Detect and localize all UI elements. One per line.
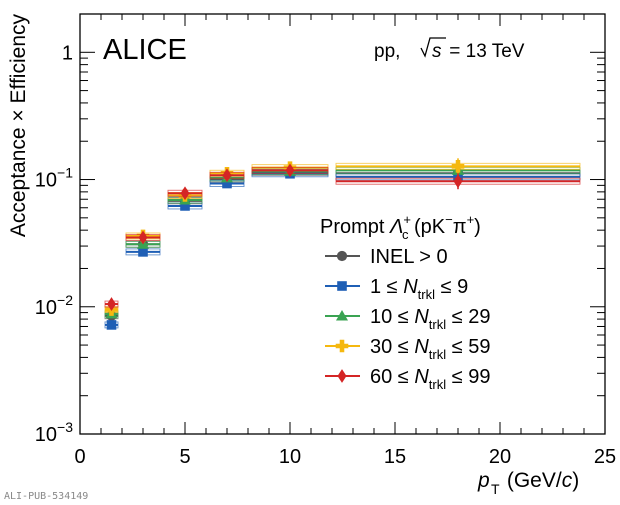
svg-text:pp,: pp,	[374, 41, 406, 62]
legend-entry-4: 60 ≤ Ntrkl ≤ 99	[325, 366, 490, 392]
x-tick-label: 20	[489, 446, 511, 468]
x-axis-unit-close: )	[572, 469, 579, 492]
energy-label: pp, s = 13 TeV	[374, 37, 525, 62]
watermark: ALI-PUB-534149	[4, 491, 88, 502]
legend-marker	[337, 369, 347, 383]
y-axis-title: Acceptance × Efficiency	[7, 14, 30, 238]
data-point	[285, 163, 295, 178]
energy-suffix: = 13 TeV	[444, 41, 525, 62]
legend-title: Prompt Λ+ c (pK−π+)	[320, 212, 481, 242]
data-point	[453, 174, 463, 189]
y-tick-label: 10−3	[35, 419, 73, 446]
y-tick-label: 10−2	[35, 292, 73, 319]
y-tick-label: 1	[62, 42, 73, 64]
legend-marker	[337, 281, 347, 291]
x-tick-label: 10	[279, 446, 301, 468]
legend-label: 60 ≤ Ntrkl ≤ 99	[370, 366, 490, 392]
x-tick-label: 25	[594, 446, 616, 468]
x-axis-sub: T	[491, 481, 500, 497]
legend-marker	[335, 339, 349, 353]
experiment-label: ALICE	[103, 34, 187, 66]
x-axis-var: p	[477, 469, 490, 492]
data-point	[222, 178, 232, 189]
y-axis: 10−3 10−2 10−1 1	[35, 13, 605, 446]
data-point	[222, 168, 232, 183]
x-axis-title: p T (GeV/c)	[477, 469, 579, 497]
legend-entry-0: INEL > 0	[325, 246, 448, 268]
data-point	[451, 160, 465, 173]
plot-marks	[104, 158, 581, 330]
legend-entry-1: 1 ≤ Ntrkl ≤ 9	[325, 276, 468, 302]
x-axis-unit-open: (GeV/	[501, 469, 562, 492]
energy-prefix: pp,	[374, 41, 406, 62]
x-axis-unit-c: c	[562, 469, 573, 492]
data-point	[106, 320, 117, 330]
legend-marker	[336, 250, 348, 262]
series-4	[104, 163, 581, 311]
legend-marker	[336, 310, 348, 321]
sqrt-symbol	[420, 37, 446, 58]
energy-symbol: s	[432, 41, 442, 62]
data-point	[180, 186, 190, 201]
legend-label: 1 ≤ Ntrkl ≤ 9	[370, 276, 468, 302]
data-point	[180, 201, 190, 211]
legend-entry-2: 10 ≤ Ntrkl ≤ 29	[325, 306, 490, 332]
plot-frame	[79, 13, 606, 435]
x-axis: 0 5 10 15 20 25	[74, 14, 616, 468]
data-point	[138, 247, 148, 257]
legend-label: 10 ≤ Ntrkl ≤ 29	[370, 306, 490, 332]
data-point	[107, 297, 116, 311]
legend-label: INEL > 0	[370, 246, 448, 268]
x-tick-label: 15	[384, 446, 406, 468]
data-point	[138, 230, 148, 245]
x-tick-label: 5	[179, 446, 190, 468]
x-tick-label: 0	[74, 446, 85, 468]
y-tick-label: 10−1	[35, 165, 73, 192]
legend-label: 30 ≤ Ntrkl ≤ 59	[370, 336, 490, 362]
legend: Prompt Λ+ c (pK−π+) INEL > 0 1 ≤ Ntrkl ≤ …	[320, 212, 490, 392]
legend-entry-3: 30 ≤ Ntrkl ≤ 59	[325, 336, 490, 362]
svg-text:(GeV/c): (GeV/c)	[501, 469, 579, 492]
